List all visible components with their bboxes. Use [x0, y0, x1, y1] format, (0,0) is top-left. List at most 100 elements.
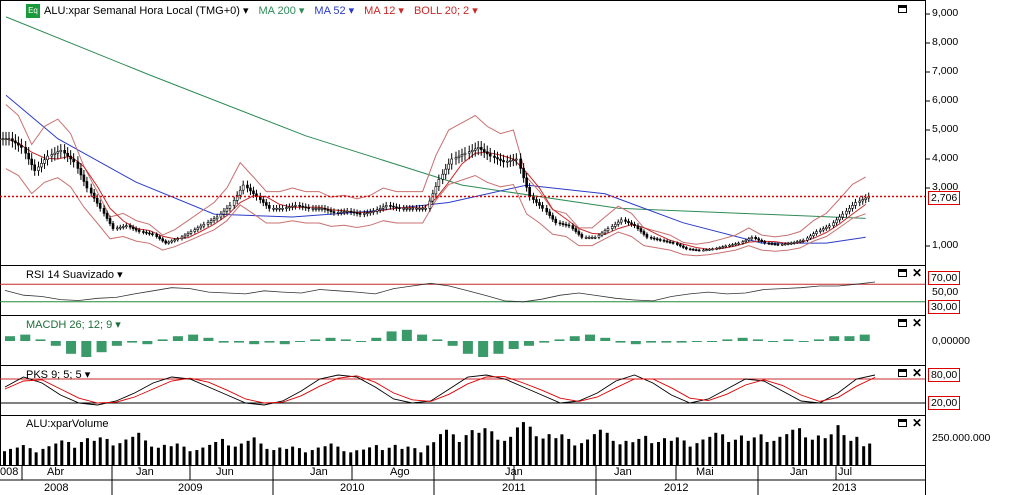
candle-body — [196, 227, 200, 230]
candle-body — [332, 211, 336, 213]
candle-body — [405, 208, 409, 210]
candle-body — [219, 213, 223, 218]
maximize-volume-panel-icon[interactable] — [898, 419, 907, 427]
price-tick-label: 6,000 — [932, 94, 959, 106]
candle-body — [116, 227, 119, 230]
macd-histogram-bar — [737, 337, 748, 341]
maximize-stochastic-panel-icon[interactable] — [898, 369, 907, 377]
candle-body — [212, 218, 216, 221]
maximize-price-panel-icon[interactable] — [898, 5, 907, 13]
candle-body — [85, 181, 89, 189]
indicator-boll[interactable]: BOLL 20; 2 ▾ — [413, 5, 478, 17]
macd-histogram-bar — [325, 337, 336, 341]
volume-bar — [368, 447, 372, 465]
rsi-panel-title[interactable]: RSI 14 Suavizado ▾ — [26, 269, 123, 281]
rsi-mid-level: 50,00 — [932, 286, 959, 298]
maximize-rsi-panel-icon[interactable] — [898, 269, 907, 277]
candle-body — [235, 194, 239, 201]
candle-body — [642, 231, 646, 235]
candle-body — [262, 199, 265, 203]
volume-bar — [785, 434, 789, 465]
candle-body — [493, 155, 496, 158]
volume-bar — [521, 422, 525, 465]
candle-body — [352, 211, 356, 214]
candle-body — [688, 248, 692, 251]
candle-body — [381, 206, 385, 209]
candle-body — [209, 220, 213, 223]
macd-histogram-bar — [188, 334, 199, 341]
volume-bar — [669, 440, 673, 465]
close-stochastic-panel-icon[interactable]: ✕ — [912, 366, 923, 380]
candle-body — [711, 248, 714, 251]
candle-body — [450, 158, 454, 165]
chart-title[interactable]: ALU:xpar Semanal Hora Local (TMG+0) ▾ — [44, 5, 249, 17]
candle-body — [232, 200, 236, 206]
candle-body — [506, 160, 509, 163]
volume-bar — [208, 444, 212, 465]
candle-body — [59, 150, 63, 153]
indicator-ma52[interactable]: MA 52 ▾ — [314, 5, 355, 17]
candle-body — [655, 238, 659, 241]
candle-body — [17, 142, 20, 146]
candle-body — [176, 238, 179, 241]
candle-body — [72, 158, 75, 163]
candle-body — [11, 138, 14, 142]
candle-body — [476, 147, 480, 150]
close-volume-panel-icon[interactable]: ✕ — [912, 416, 923, 430]
candle-body — [482, 149, 486, 153]
candle-body — [285, 207, 288, 209]
candle-body — [795, 241, 799, 243]
equity-badge: Eq — [26, 4, 40, 18]
candle-body — [180, 236, 184, 240]
volume-bar — [457, 442, 461, 465]
close-rsi-panel-icon[interactable]: ✕ — [912, 266, 923, 280]
candle-body — [580, 234, 584, 238]
candle-body — [193, 229, 197, 232]
close-macd-panel-icon[interactable]: ✕ — [912, 316, 923, 330]
price-tick-label: 4,000 — [932, 152, 959, 164]
volume-bar — [650, 443, 654, 465]
volume-bar — [303, 452, 307, 465]
volume-bar — [483, 428, 487, 465]
candle-body — [37, 166, 40, 171]
maximize-macd-panel-icon[interactable] — [898, 319, 907, 327]
candle-body — [43, 159, 46, 164]
volume-bar — [611, 440, 615, 465]
volume-bar — [439, 434, 442, 465]
indicator-ma200[interactable]: MA 200 ▾ — [258, 5, 305, 17]
macd-panel-title[interactable]: MACDH 26; 12; 9 ▾ — [26, 319, 121, 331]
volume-bar — [644, 435, 648, 465]
candle-body — [148, 232, 151, 235]
volume-bar — [618, 444, 622, 465]
candle-body — [375, 209, 379, 212]
volume-bar — [868, 443, 872, 465]
volume-bar — [41, 448, 45, 465]
candle-body — [366, 212, 369, 214]
candle-body — [457, 155, 461, 158]
candle-body — [304, 206, 307, 209]
volume-bar — [15, 447, 19, 465]
indicator-ma12[interactable]: MA 12 ▾ — [364, 5, 404, 17]
volume-bar — [239, 443, 243, 465]
macd-histogram-bar — [783, 339, 794, 341]
candle-body — [792, 242, 796, 244]
candle-body — [92, 192, 96, 199]
candle-body — [473, 148, 477, 151]
price-tick-label: 7,000 — [932, 65, 959, 77]
x-month-label: Jan — [505, 466, 523, 478]
candle-body — [421, 208, 424, 210]
x-year-label: 2008 — [44, 482, 69, 494]
volume-bar — [272, 450, 276, 465]
candle-body — [228, 205, 232, 209]
macd-histogram-bar — [630, 341, 641, 345]
candle-body — [434, 186, 438, 195]
stochastic-panel-title[interactable]: PKS 9; 5; 5 ▾ — [26, 369, 91, 381]
candle-body — [535, 199, 538, 203]
candle-body — [639, 228, 643, 232]
volume-bar — [573, 445, 577, 465]
macd-histogram-bar — [172, 336, 183, 341]
candle-body — [173, 239, 176, 242]
volume-bar — [464, 435, 468, 465]
volume-bar — [355, 450, 359, 465]
x-year-label: 2010 — [340, 482, 365, 494]
